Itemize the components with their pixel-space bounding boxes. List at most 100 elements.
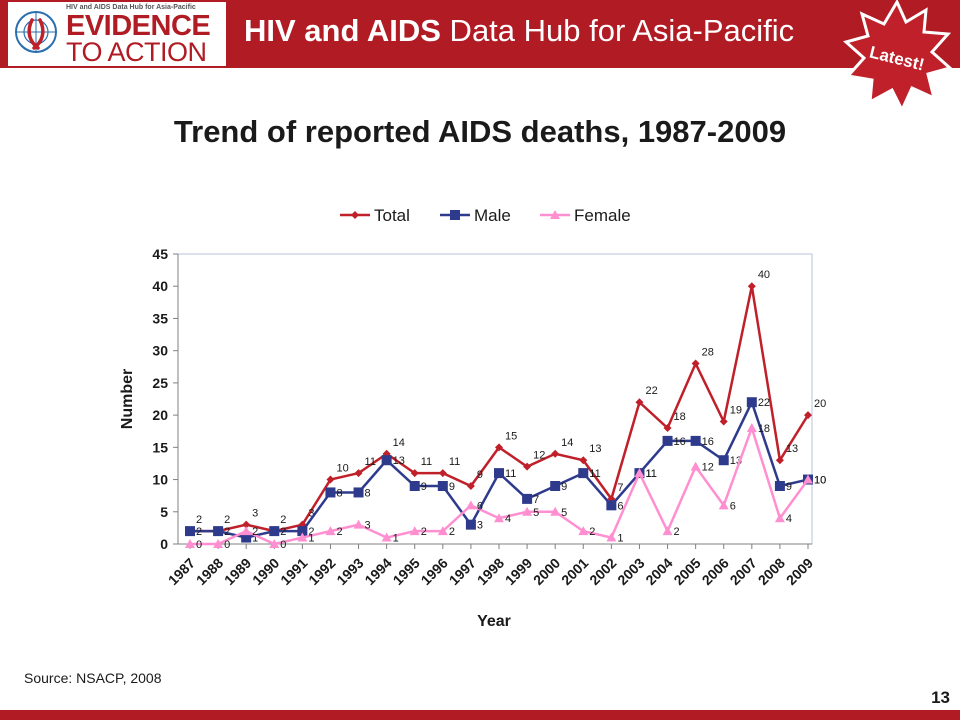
data-point (465, 500, 476, 510)
latest-badge[interactable]: Latest! (840, 0, 954, 112)
data-point (803, 474, 813, 484)
data-point (550, 481, 561, 491)
legend-item-female: Female (540, 206, 631, 225)
data-point (634, 468, 645, 478)
x-tick-label: 1988 (193, 555, 226, 588)
data-label: 14 (561, 437, 573, 449)
hub-title: HIV and AIDS Data Hub for Asia-Pacific (244, 13, 794, 49)
y-axis-title: Number (119, 369, 136, 429)
data-label: 0 (280, 539, 286, 551)
data-point (746, 397, 757, 408)
y-tick-label: 5 (160, 504, 168, 520)
data-label: 9 (561, 481, 567, 493)
data-label: 11 (645, 468, 656, 480)
legend-label: Total (374, 206, 410, 225)
data-point (550, 506, 561, 516)
data-label: 4 (505, 513, 511, 525)
y-tick-label: 0 (160, 536, 168, 552)
data-point (494, 513, 504, 523)
data-point (606, 500, 617, 511)
x-tick-label: 1990 (249, 555, 282, 588)
data-point (691, 359, 700, 368)
data-point (325, 487, 336, 498)
data-label: 9 (421, 481, 427, 493)
data-point (381, 532, 392, 542)
x-tick-label: 2005 (670, 555, 703, 588)
y-tick-label: 35 (152, 310, 168, 326)
data-point (353, 487, 364, 498)
data-point (185, 526, 195, 537)
data-label: 8 (365, 487, 371, 499)
x-axis-title: Year (477, 613, 511, 630)
data-label: 2 (280, 526, 286, 538)
data-label: 40 (758, 269, 770, 281)
data-point (213, 539, 224, 548)
data-point (466, 482, 475, 490)
data-label: 1 (252, 533, 258, 545)
x-tick-label: 1995 (390, 555, 423, 588)
data-point (719, 417, 728, 426)
data-point (690, 435, 701, 446)
data-point (551, 449, 560, 458)
data-point (437, 481, 448, 491)
x-tick-label: 2001 (558, 555, 591, 588)
data-point (241, 526, 252, 536)
data-point (381, 455, 392, 466)
data-point (213, 526, 224, 537)
data-label: 13 (589, 443, 601, 455)
data-point (718, 455, 729, 466)
x-tick-label: 1987 (165, 555, 198, 588)
data-point (578, 526, 589, 536)
y-tick-label: 40 (152, 278, 168, 294)
source-note: Source: NSACP, 2008 (24, 670, 162, 686)
data-label: 6 (617, 500, 623, 512)
page-number: 13 (931, 688, 950, 707)
data-label: 22 (758, 397, 770, 409)
data-label: 2 (674, 526, 680, 538)
x-tick-label: 2003 (614, 555, 647, 588)
legend-marker (450, 210, 460, 220)
data-label: 16 (674, 436, 686, 448)
data-label: 11 (421, 456, 432, 468)
chart-legend: Total Male Female (340, 206, 631, 225)
data-label: 2 (224, 526, 230, 538)
data-label: 11 (505, 468, 516, 480)
data-label: 13 (393, 455, 405, 467)
legend-label: Female (574, 206, 631, 225)
data-label: 12 (533, 450, 545, 462)
x-tick-label: 2002 (586, 555, 619, 588)
x-tick-label: 2000 (530, 555, 563, 588)
data-label: 11 (365, 456, 376, 468)
data-point (297, 532, 308, 542)
data-point (242, 520, 251, 529)
x-tick-label: 1996 (418, 555, 451, 588)
y-tick-label: 10 (152, 472, 168, 488)
data-label: 1 (308, 533, 314, 545)
data-label: 22 (645, 385, 657, 397)
data-point (495, 443, 503, 452)
data-point (494, 468, 504, 479)
data-label: 2 (196, 514, 202, 526)
data-label: 4 (786, 513, 792, 525)
data-label: 0 (196, 539, 202, 551)
data-label: 2 (336, 526, 342, 538)
data-point (774, 513, 785, 523)
legend-marker (550, 210, 560, 219)
data-point (297, 526, 308, 537)
data-point (774, 481, 785, 491)
data-point (241, 532, 252, 543)
data-label: 3 (477, 520, 483, 532)
y-tick-label: 15 (152, 439, 168, 455)
data-point (523, 462, 532, 471)
evidence-to-action-logo[interactable]: HIV and AIDS Data Hub for Asia-Pacific E… (8, 2, 226, 66)
y-tick-label: 20 (152, 407, 168, 423)
data-label: 7 (533, 494, 539, 506)
logo-subtitle: HIV and AIDS Data Hub for Asia-Pacific (66, 4, 196, 11)
data-label: 8 (336, 487, 342, 499)
x-tick-label: 1991 (277, 555, 310, 588)
data-point (635, 398, 644, 407)
data-point (326, 475, 335, 484)
starburst-icon (842, 0, 954, 112)
data-label: 5 (533, 507, 539, 519)
